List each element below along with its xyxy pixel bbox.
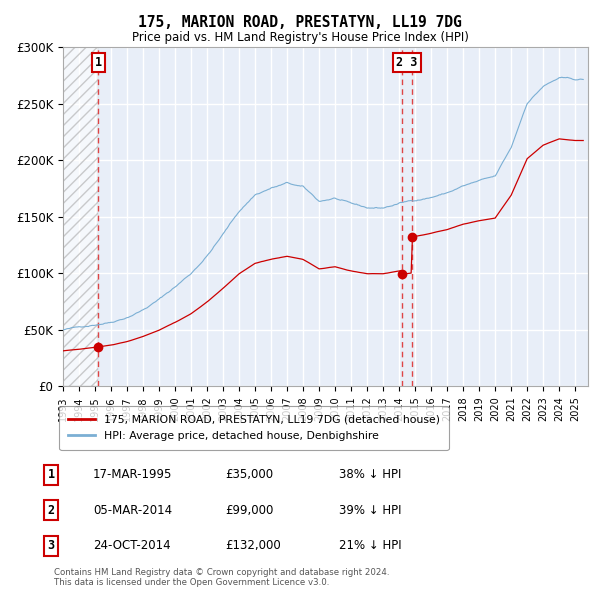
- Text: 24-OCT-2014: 24-OCT-2014: [93, 539, 170, 552]
- Text: £132,000: £132,000: [225, 539, 281, 552]
- Text: 21% ↓ HPI: 21% ↓ HPI: [339, 539, 401, 552]
- Text: 3: 3: [47, 539, 55, 552]
- Text: 1: 1: [95, 56, 102, 69]
- Text: £35,000: £35,000: [225, 468, 273, 481]
- Text: 1: 1: [47, 468, 55, 481]
- Text: Contains HM Land Registry data © Crown copyright and database right 2024.
This d: Contains HM Land Registry data © Crown c…: [54, 568, 389, 587]
- Text: Price paid vs. HM Land Registry's House Price Index (HPI): Price paid vs. HM Land Registry's House …: [131, 31, 469, 44]
- Text: 2 3: 2 3: [396, 56, 418, 69]
- Text: 175, MARION ROAD, PRESTATYN, LL19 7DG: 175, MARION ROAD, PRESTATYN, LL19 7DG: [138, 15, 462, 30]
- Text: 38% ↓ HPI: 38% ↓ HPI: [339, 468, 401, 481]
- Text: 17-MAR-1995: 17-MAR-1995: [93, 468, 172, 481]
- Legend: 175, MARION ROAD, PRESTATYN, LL19 7DG (detached house), HPI: Average price, deta: 175, MARION ROAD, PRESTATYN, LL19 7DG (d…: [59, 406, 449, 450]
- Bar: [63, 47, 98, 386]
- Text: £99,000: £99,000: [225, 504, 274, 517]
- Text: 2: 2: [47, 504, 55, 517]
- Text: 39% ↓ HPI: 39% ↓ HPI: [339, 504, 401, 517]
- Text: 05-MAR-2014: 05-MAR-2014: [93, 504, 172, 517]
